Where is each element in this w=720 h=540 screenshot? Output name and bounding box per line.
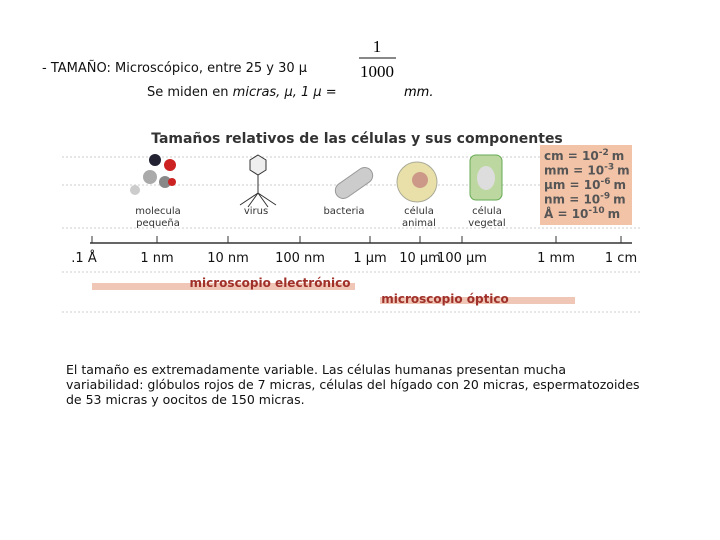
header-line: Se miden en micras, µ, 1 µ = [147, 85, 337, 100]
units-box [540, 145, 632, 225]
scale-label: 1 mm [537, 251, 575, 266]
scale-label: 1 µm [353, 251, 386, 266]
unit-exponent: -2 [599, 148, 609, 158]
text: Se miden en [147, 85, 229, 100]
scale-label: .1 Å [71, 250, 97, 266]
scale-label: 100 µm [437, 251, 487, 266]
text: micras, µ, 1 µ = [233, 85, 337, 100]
figure-guides [62, 156, 640, 313]
plant-cell-icon [469, 154, 503, 201]
unit-row: mm = 10-3 m [544, 163, 630, 178]
electron-range [92, 283, 355, 290]
unit-base: Å = 10 [544, 206, 588, 221]
unit-meter: m [617, 164, 630, 178]
bacteria-icon [334, 167, 374, 199]
object-label: célula vegetal [468, 205, 505, 229]
header-line: - TAMAÑO: Microscópico, entre 25 y 30 µ [42, 60, 307, 76]
scale-label: 10 nm [207, 251, 249, 266]
unit-meter: m [608, 207, 621, 221]
scale-label: 100 nm [275, 251, 325, 266]
unit-row: nm = 10-9 m [544, 192, 626, 207]
unit-base: nm = 10 [544, 193, 600, 207]
unit-row: cm = 10-2 m [544, 148, 624, 163]
unit-exponent: -9 [600, 192, 610, 202]
unit-exponent: -3 [604, 163, 614, 173]
unit-meter: m [612, 149, 625, 163]
object-label: molecula pequeña [135, 206, 181, 229]
fraction-numerator: 1 [373, 37, 382, 56]
unit-exponent: -10 [588, 206, 604, 216]
unit-meter: m [613, 178, 626, 192]
object-label: bacteria [323, 206, 364, 217]
unit-row: Å = 10-10 m [544, 206, 620, 221]
optical-range [380, 297, 575, 304]
unit-row: µm = 10-6 m [544, 177, 626, 192]
scale-label: 1 nm [140, 251, 173, 266]
unit-meter: m [613, 193, 626, 207]
object-label-line: vegetal [468, 218, 505, 229]
scale-label: 1 cm [605, 251, 637, 266]
fraction-unit: mm. [404, 85, 433, 100]
units-table: cm = 10-2 mmm = 10-3 mµm = 10-6 mnm = 10-9 m… [544, 148, 630, 221]
object-label: virus [244, 206, 268, 217]
range-label: microscopio electrónico [190, 276, 351, 290]
unit-base: cm = 10 [544, 149, 599, 163]
virus-icon [239, 154, 277, 208]
unit-exponent: -6 [600, 177, 610, 187]
molecule-icon [130, 154, 176, 195]
object-label-line: molecula [135, 206, 181, 217]
body-paragraph: El tamaño es extremadamente variable. La… [66, 362, 640, 407]
object-label-line: pequeña [136, 218, 180, 229]
unit-base: µm = 10 [544, 178, 600, 192]
object-label: célula animal [402, 205, 436, 229]
fraction-denominator: 1000 [360, 62, 394, 81]
object-label-line: animal [402, 218, 436, 229]
range-label: microscopio óptico [381, 292, 509, 306]
unit-base: mm = 10 [544, 164, 604, 178]
scale-label: 10 µm [399, 251, 441, 266]
figure-title: Tamaños relativos de las células y sus c… [151, 131, 563, 147]
object-label-line: célula [404, 205, 434, 217]
object-label-line: célula [472, 205, 502, 217]
animal-cell-icon [396, 161, 438, 203]
